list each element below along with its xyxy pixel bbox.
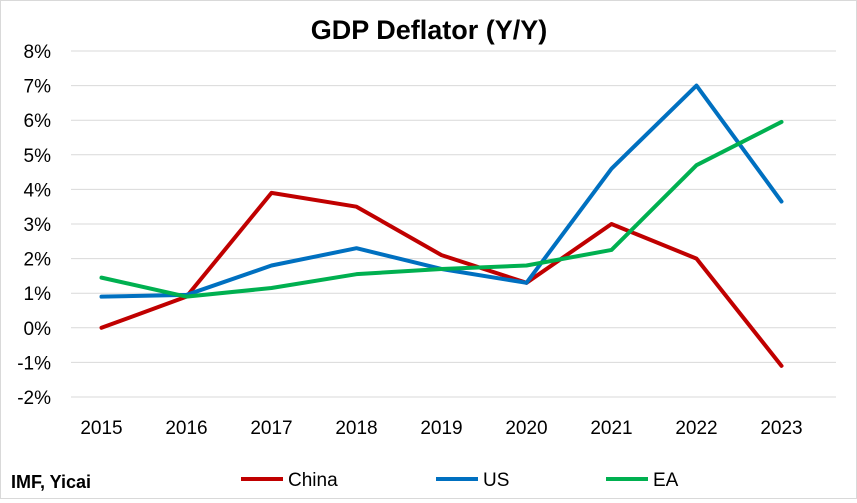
series-line-us [99, 83, 784, 299]
x-tick-label: 2015 [80, 418, 122, 439]
x-tick-label: 2018 [335, 418, 377, 439]
x-tick-label: 2017 [250, 418, 292, 439]
y-tick-label: 8% [24, 42, 52, 63]
y-tick-label: 4% [24, 180, 52, 201]
y-tick-label: 3% [24, 215, 52, 236]
series-lines [99, 83, 784, 368]
series-line-ea [99, 119, 784, 299]
series-line-china [99, 190, 784, 368]
y-tick-label: -2% [17, 388, 51, 409]
y-tick-label: 0% [24, 319, 52, 340]
legend: China US EA [241, 470, 679, 491]
y-tick-label: 1% [24, 284, 52, 305]
x-tick-label: 2023 [760, 418, 802, 439]
y-tick-label: 5% [24, 146, 52, 167]
y-tick-label: 7% [24, 77, 52, 98]
legend-label-us: US [483, 470, 509, 491]
grid-lines [71, 50, 836, 398]
x-tick-label: 2019 [420, 418, 462, 439]
x-tick-label: 2020 [505, 418, 547, 439]
source-note: IMF, Yicai [11, 472, 91, 492]
legend-label-china: China [288, 470, 338, 491]
y-axis-ticks: -2% -1% 0% 1% 2% 3% 4% 5% 6% 7% 8% [17, 42, 51, 409]
y-tick-label: 2% [24, 250, 52, 271]
chart-title: GDP Deflator (Y/Y) [311, 15, 548, 45]
legend-label-ea: EA [653, 470, 679, 491]
x-tick-label: 2021 [590, 418, 632, 439]
y-tick-label: -1% [17, 353, 51, 374]
y-tick-label: 6% [24, 111, 52, 132]
x-tick-label: 2022 [675, 418, 717, 439]
x-axis-ticks: 2015 2016 2017 2018 2019 2020 2021 2022 2023 [80, 418, 802, 439]
x-tick-label: 2016 [165, 418, 207, 439]
